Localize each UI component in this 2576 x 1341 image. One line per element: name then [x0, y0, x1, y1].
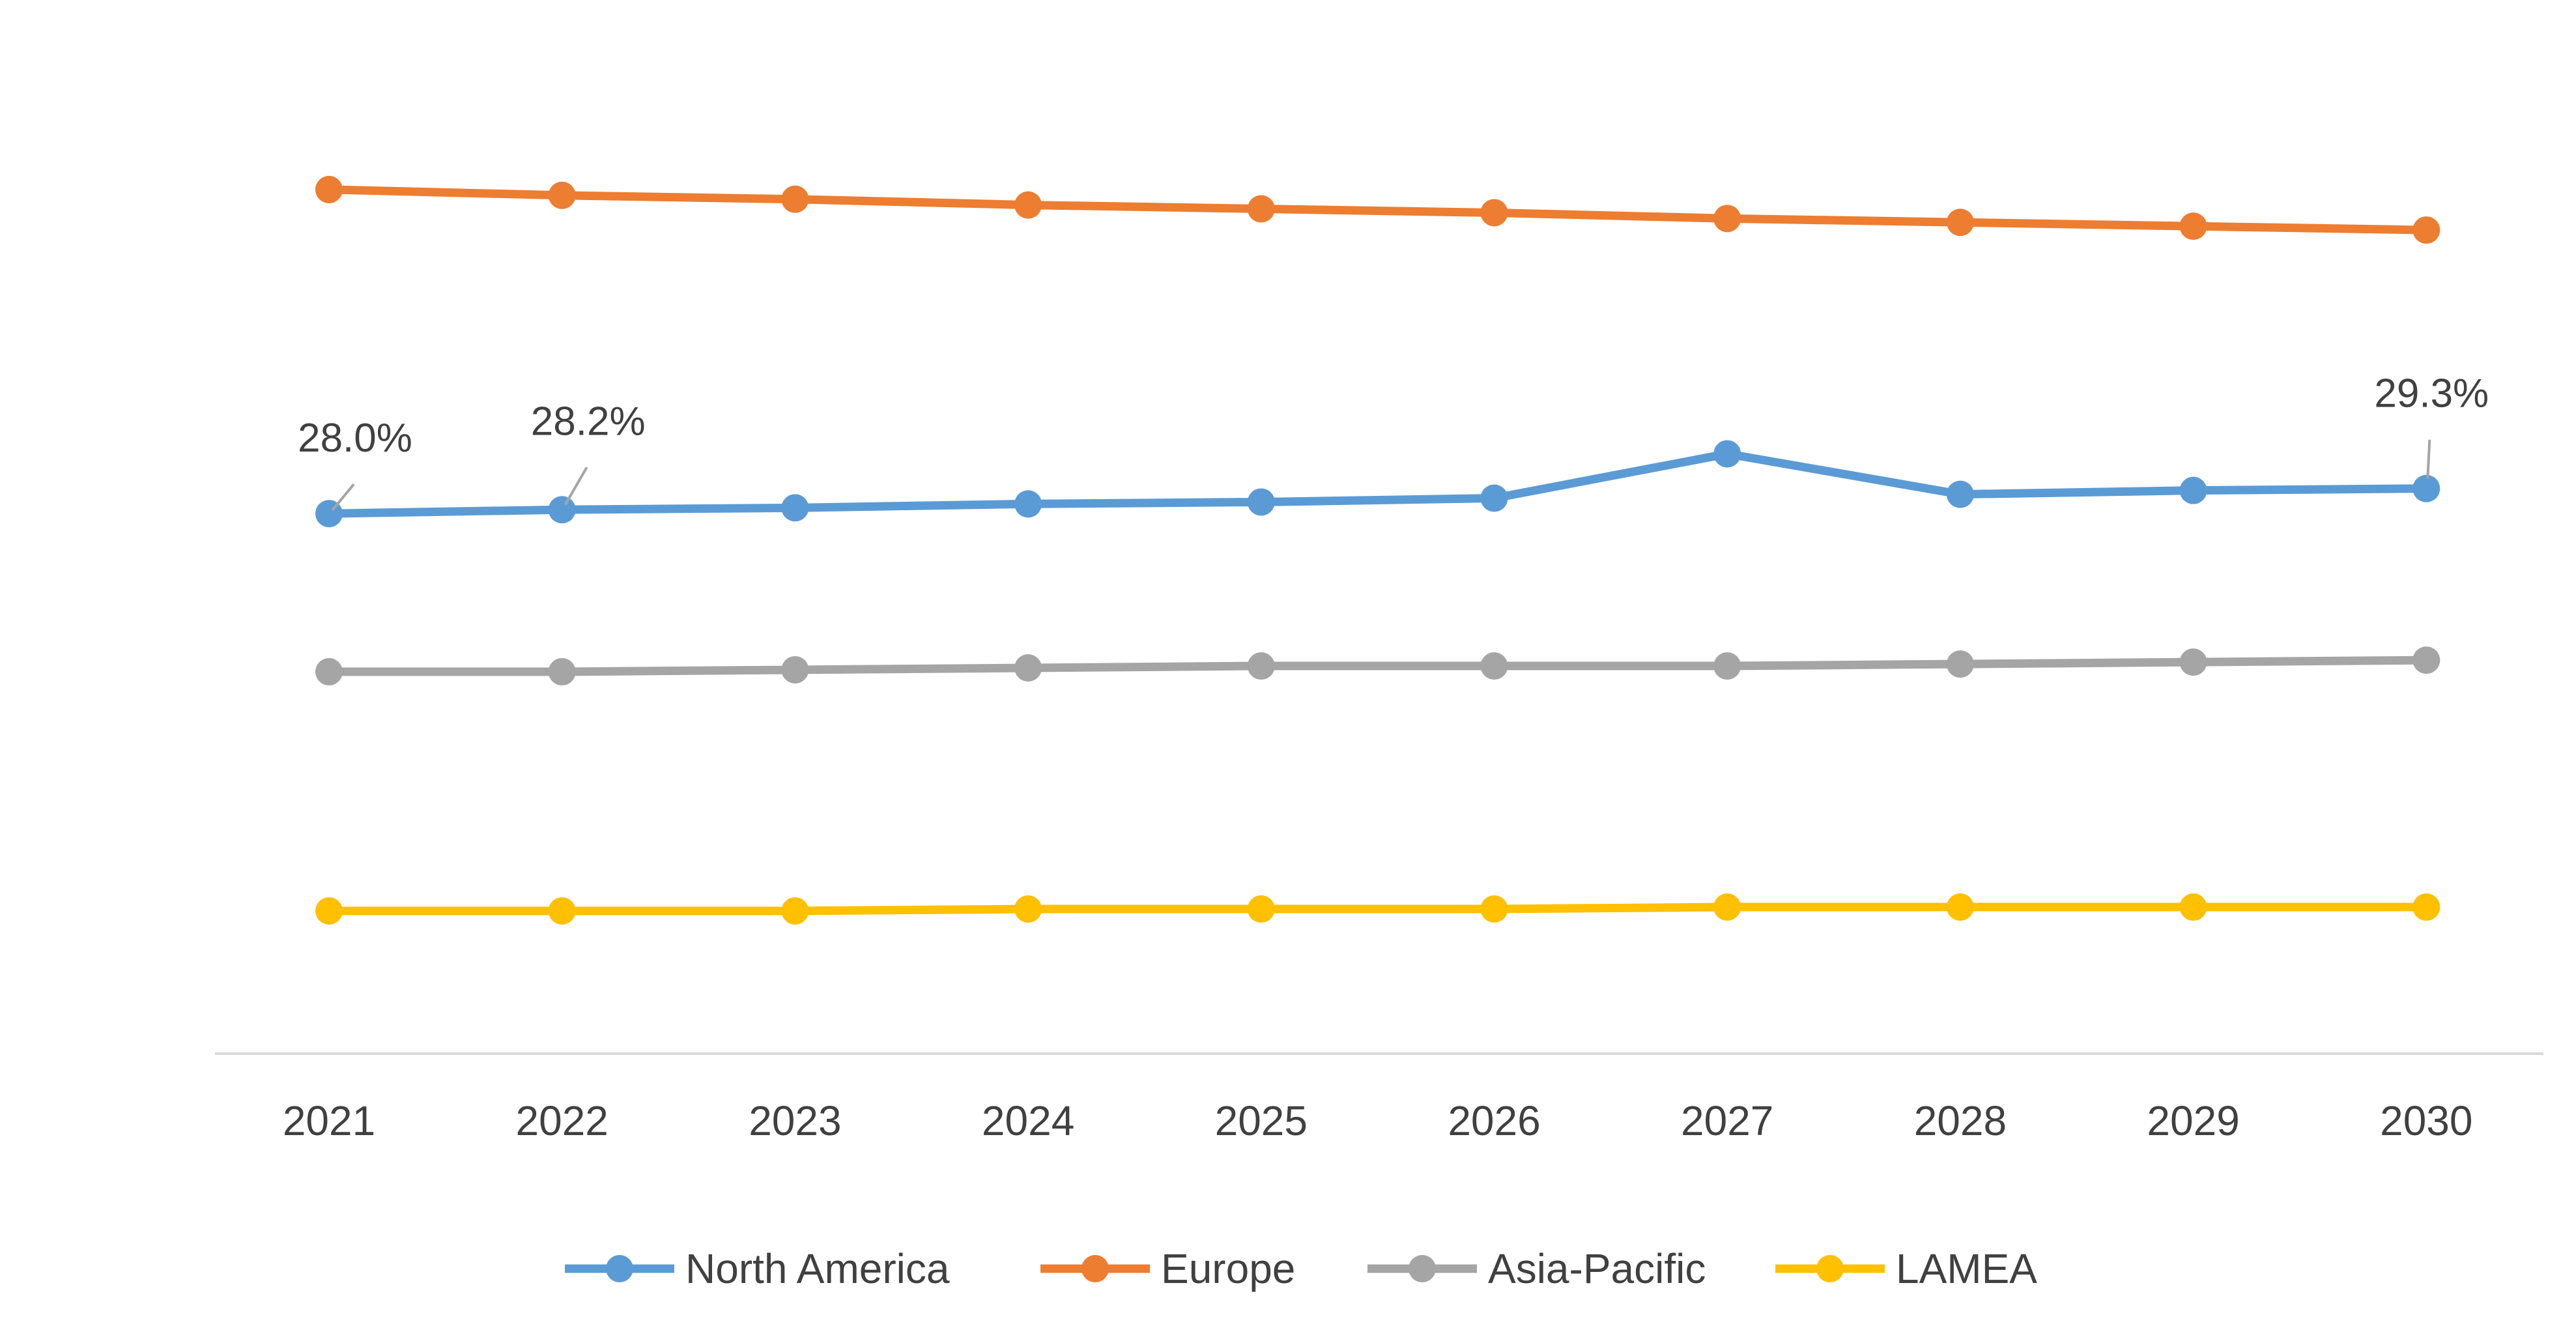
- data-point-asia-pacific-2023: [781, 656, 809, 684]
- x-tick-label: 2030: [2380, 1097, 2472, 1144]
- data-point-north-america-2026: [1480, 484, 1508, 512]
- data-label: 28.0%: [298, 416, 412, 461]
- legend-item-lamea: LAMEA: [1775, 1245, 2037, 1292]
- data-point-lamea-2026: [1480, 895, 1508, 923]
- data-point-asia-pacific-2021: [315, 657, 343, 685]
- data-point-europe-2029: [2179, 212, 2207, 240]
- x-tick-label: 2029: [2147, 1097, 2239, 1144]
- data-point-asia-pacific-2027: [1713, 652, 1741, 680]
- data-point-north-america-2027: [1713, 440, 1741, 468]
- data-point-north-america-2028: [1946, 480, 1974, 508]
- data-point-europe-2028: [1946, 209, 1974, 237]
- legend-label: LAMEA: [1896, 1245, 2037, 1292]
- data-point-lamea-2028: [1946, 893, 1974, 921]
- x-tick-label: 2025: [1215, 1097, 1308, 1144]
- legend-label: Europe: [1161, 1245, 1295, 1292]
- data-point-europe-2024: [1014, 191, 1042, 219]
- data-point-asia-pacific-2025: [1247, 652, 1275, 680]
- data-point-asia-pacific-2028: [1946, 650, 1974, 678]
- legend-marker-icon: [1409, 1255, 1436, 1282]
- data-point-lamea-2023: [781, 897, 809, 925]
- legend-marker-icon: [606, 1255, 633, 1282]
- data-point-north-america-2022: [548, 496, 576, 524]
- data-point-lamea-2030: [2412, 893, 2440, 921]
- x-tick-label: 2026: [1448, 1097, 1540, 1144]
- legend-marker-icon: [1081, 1255, 1109, 1282]
- data-point-lamea-2029: [2179, 893, 2207, 921]
- data-label: 28.2%: [531, 399, 646, 444]
- x-tick-label: 2021: [283, 1097, 375, 1144]
- series-lamea: [315, 893, 2440, 925]
- series-north-america: [315, 440, 2440, 528]
- data-label-leader-line: [2426, 439, 2431, 479]
- data-point-europe-2026: [1480, 199, 1508, 227]
- series-line-lamea: [324, 902, 2431, 916]
- series-line-north-america: [324, 449, 2431, 518]
- data-label-leader-line: [564, 467, 588, 506]
- x-tick-label: 2024: [982, 1097, 1074, 1144]
- legend-label: North America: [685, 1245, 950, 1292]
- data-point-europe-2023: [781, 185, 809, 213]
- data-point-north-america-2023: [781, 494, 809, 522]
- data-point-europe-2027: [1713, 205, 1741, 233]
- legend-label: Asia-Pacific: [1488, 1245, 1706, 1292]
- data-point-europe-2021: [315, 175, 343, 203]
- data-point-lamea-2027: [1713, 893, 1741, 921]
- data-point-north-america-2030: [2412, 474, 2440, 502]
- data-point-lamea-2025: [1247, 895, 1275, 923]
- data-point-lamea-2021: [315, 897, 343, 925]
- data-point-north-america-2024: [1014, 490, 1042, 518]
- x-tick-label: 2028: [1914, 1097, 2007, 1144]
- data-point-europe-2025: [1247, 195, 1275, 223]
- data-point-lamea-2022: [548, 897, 576, 925]
- data-point-asia-pacific-2024: [1014, 654, 1042, 682]
- legend-item-asia-pacific: Asia-Pacific: [1367, 1245, 1706, 1292]
- series-line-asia-pacific: [324, 656, 2431, 676]
- data-point-asia-pacific-2026: [1480, 652, 1508, 680]
- legend-marker-icon: [1816, 1255, 1844, 1282]
- legend-item-north-america: North America: [565, 1245, 950, 1292]
- x-tick-label: 2022: [516, 1097, 608, 1144]
- data-label: 29.3%: [2374, 371, 2489, 416]
- series-line-europe: [324, 185, 2431, 235]
- x-tick-label: 2027: [1681, 1097, 1773, 1144]
- data-point-asia-pacific-2030: [2412, 646, 2440, 674]
- data-point-europe-2030: [2412, 216, 2440, 244]
- data-point-asia-pacific-2022: [548, 657, 576, 685]
- data-point-asia-pacific-2029: [2179, 648, 2207, 676]
- series-europe: [315, 175, 2440, 244]
- data-point-europe-2022: [548, 181, 576, 209]
- data-point-lamea-2024: [1014, 895, 1042, 923]
- legend-item-europe: Europe: [1040, 1245, 1295, 1292]
- x-tick-label: 2023: [749, 1097, 841, 1144]
- data-point-north-america-2025: [1247, 488, 1275, 516]
- data-point-north-america-2029: [2179, 476, 2207, 504]
- series-asia-pacific: [315, 646, 2440, 685]
- data-label-leader-line: [331, 483, 355, 512]
